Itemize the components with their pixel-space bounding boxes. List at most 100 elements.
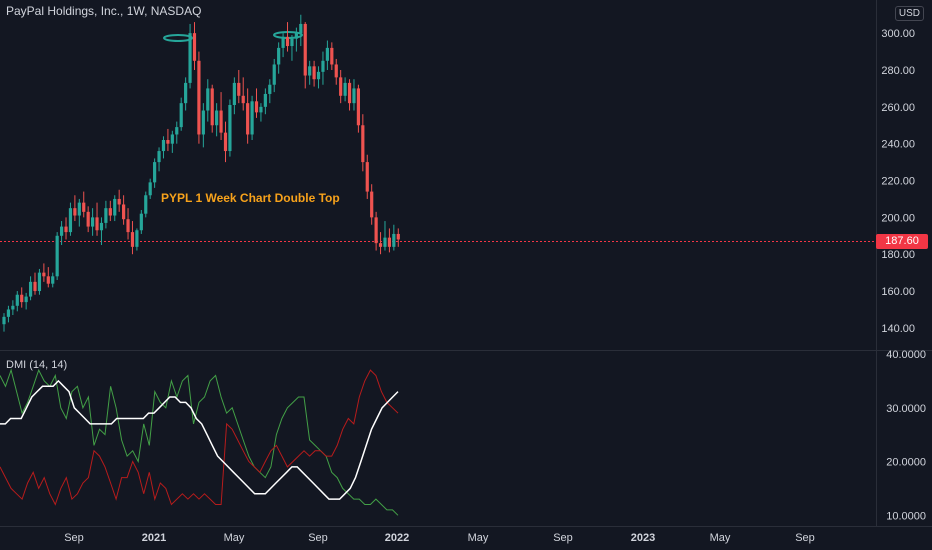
candle-body [325, 47, 329, 61]
currency-button[interactable]: USD [894, 6, 924, 21]
candle-body [166, 140, 170, 144]
time-tick-label: Sep [795, 532, 815, 544]
candle-body [241, 95, 245, 104]
candle-body [259, 106, 263, 113]
candle-body [228, 105, 232, 152]
candle-body [334, 64, 338, 78]
price-tick-label: 180.00 [881, 249, 915, 261]
dmi-tick-label: 40.0000 [886, 349, 926, 361]
candle-body [356, 88, 360, 126]
price-tick-label: 160.00 [881, 286, 915, 298]
dmi-axis-ticks: 10.0000 20.0000 30.0000 40.0000 [886, 349, 926, 522]
candle-body [361, 125, 365, 163]
time-tick-label: 2023 [631, 532, 655, 544]
candle-body [392, 233, 396, 247]
candle-body [37, 272, 42, 292]
candle-body [281, 36, 285, 48]
candle-body [82, 202, 86, 212]
dmi-tick-label: 30.0000 [886, 403, 926, 415]
candle-body [135, 230, 139, 247]
candle-body [294, 33, 298, 39]
dmi-indicator-title: DMI (14, 14) [6, 359, 68, 371]
time-axis-ticks: Sep 2021 May Sep 2022 May Sep 2023 May Sep [64, 532, 815, 544]
dmi-tick-label: 20.0000 [886, 457, 926, 469]
candle-body [153, 162, 157, 183]
candle-body [175, 127, 179, 135]
candle-body [2, 316, 6, 325]
time-tick-label: 2021 [142, 532, 166, 544]
candle-body [68, 208, 73, 233]
last-price-label: 187.60 [876, 234, 928, 249]
candle-body [28, 281, 33, 297]
candle-body [263, 93, 267, 107]
candle-body [277, 47, 281, 65]
candle-body [117, 198, 121, 205]
candle-body [250, 101, 254, 135]
candle-body [73, 208, 77, 216]
candle-body [20, 294, 24, 303]
candle-body [312, 66, 316, 80]
candle-body [188, 33, 192, 83]
time-tick-label: Sep [308, 532, 328, 544]
candle-body [352, 88, 356, 104]
candle-body [343, 82, 347, 96]
candle-body [299, 23, 303, 34]
candle-body [370, 191, 374, 218]
plus-di-line [0, 368, 399, 516]
candle-body [130, 232, 135, 247]
candle-body [347, 82, 352, 104]
candle-body [246, 103, 250, 135]
double-top-marker-left [163, 34, 193, 42]
candle-body [365, 162, 369, 192]
candle-body [232, 82, 236, 105]
minus-di-line [0, 369, 399, 506]
candle-body [285, 36, 290, 47]
time-tick-label: Sep [64, 532, 84, 544]
candle-body [148, 182, 152, 196]
candle-body [210, 88, 214, 126]
candle-body [64, 226, 68, 233]
price-tick-label: 260.00 [881, 102, 915, 114]
candles-group [2, 14, 400, 332]
price-tick-label: 300.00 [881, 28, 915, 40]
price-tick-label: 240.00 [881, 139, 915, 151]
time-tick-label: May [468, 532, 489, 544]
candle-body [108, 208, 112, 216]
dmi-tick-label: 10.0000 [886, 510, 926, 522]
candle-body [55, 235, 59, 277]
time-tick-label: 2022 [385, 532, 409, 544]
candle-body [268, 84, 272, 94]
candle-body [46, 276, 50, 284]
candle-body [192, 33, 197, 61]
candle-body [122, 204, 126, 220]
price-tick-label: 220.00 [881, 176, 915, 188]
candle-body [139, 213, 143, 231]
candle-body [104, 208, 108, 223]
chart-annotation: PYPL 1 Week Chart Double Top [161, 191, 340, 205]
time-tick-label: May [224, 532, 245, 544]
candle-body [184, 82, 188, 104]
candle-body [42, 272, 46, 277]
candle-body [378, 243, 383, 247]
candle-body [126, 219, 130, 233]
time-tick-label: May [710, 532, 731, 544]
candle-body [197, 60, 201, 135]
candle-body [237, 82, 241, 96]
time-tick-label: Sep [553, 532, 573, 544]
price-tick-label: 200.00 [881, 212, 915, 224]
candle-body [206, 88, 210, 111]
candle-body [303, 23, 307, 76]
candle-body [201, 110, 205, 135]
candle-body [144, 195, 148, 214]
candle-body [51, 276, 55, 284]
candle-body [15, 294, 19, 306]
price-tick-label: 280.00 [881, 65, 915, 77]
candle-body [290, 38, 294, 47]
candle-body [161, 140, 166, 152]
candle-body [179, 103, 183, 128]
candle-body [6, 309, 11, 317]
candle-body [59, 226, 64, 236]
candle-body [170, 134, 174, 144]
